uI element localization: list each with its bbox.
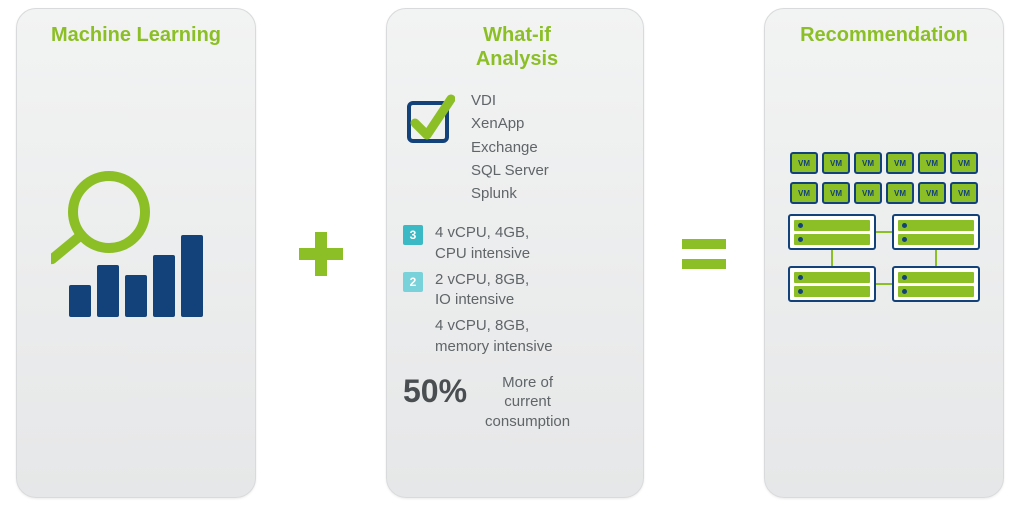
- app-item: Exchange: [471, 136, 549, 159]
- equals-separator: [644, 8, 764, 499]
- spec-row: 2 2 vCPU, 8GB,IO intensive: [403, 270, 631, 311]
- vm-grid: VMVMVMVMVMVMVMVMVMVMVMVM: [790, 152, 978, 204]
- vm-box: VM: [790, 182, 818, 204]
- vm-box: VM: [822, 182, 850, 204]
- vm-box: VM: [854, 182, 882, 204]
- app-item: Splunk: [471, 182, 549, 205]
- server-box: [788, 214, 876, 250]
- spec-list: 3 4 vCPU, 4GB,CPU intensive 2 2 vCPU, 8GB,I…: [403, 223, 631, 363]
- spec-badge: 2: [403, 272, 423, 292]
- vm-row: VMVMVMVMVMVM: [790, 152, 978, 174]
- plus-separator: [256, 8, 386, 499]
- spec-row: 4 vCPU, 8GB,memory intensive: [403, 316, 631, 357]
- connector: [831, 250, 833, 266]
- app-item: VDI: [471, 89, 549, 112]
- percent-label: More of current consumption: [485, 373, 570, 432]
- panel-whatif: What-if Analysis VDIXenAppExchangeSQL Se…: [386, 8, 644, 498]
- checkbox-icon: [403, 93, 455, 145]
- app-list: VDIXenAppExchangeSQL ServerSplunk: [471, 89, 549, 205]
- vm-box: VM: [886, 152, 914, 174]
- connector: [876, 231, 892, 233]
- plus-icon: [291, 224, 351, 284]
- panel-machine-learning: Machine Learning: [16, 8, 256, 498]
- server-grid: [788, 214, 980, 302]
- spec-badge: 3: [403, 225, 423, 245]
- server-box: [892, 266, 980, 302]
- ml-chart-icon: [51, 157, 221, 327]
- vm-box: VM: [790, 152, 818, 174]
- percent-row: 50% More of current consumption: [403, 373, 631, 432]
- ml-title: Machine Learning: [51, 23, 221, 47]
- app-item: XenApp: [471, 112, 549, 135]
- rec-title: Recommendation: [800, 23, 968, 47]
- vm-box: VM: [918, 152, 946, 174]
- wi-title: What-if Analysis: [403, 23, 631, 71]
- vm-box: VM: [886, 182, 914, 204]
- spec-text: 2 vCPU, 8GB,IO intensive: [435, 270, 529, 311]
- spec-row: 3 4 vCPU, 4GB,CPU intensive: [403, 223, 631, 264]
- server-box: [788, 266, 876, 302]
- equals-icon: [674, 234, 734, 274]
- spec-text: 4 vCPU, 4GB,CPU intensive: [435, 223, 530, 264]
- vm-box: VM: [950, 182, 978, 204]
- vm-row: VMVMVMVMVMVM: [790, 182, 978, 204]
- vm-box: VM: [822, 152, 850, 174]
- panel-recommendation: Recommendation VMVMVMVMVMVMVMVMVMVMVMVM: [764, 8, 1004, 498]
- percent-value: 50%: [403, 373, 467, 410]
- app-item: SQL Server: [471, 159, 549, 182]
- connector: [876, 283, 892, 285]
- vm-box: VM: [918, 182, 946, 204]
- spec-text: 4 vCPU, 8GB,memory intensive: [435, 316, 553, 357]
- vm-box: VM: [950, 152, 978, 174]
- server-box: [892, 214, 980, 250]
- vm-box: VM: [854, 152, 882, 174]
- connector: [935, 250, 937, 266]
